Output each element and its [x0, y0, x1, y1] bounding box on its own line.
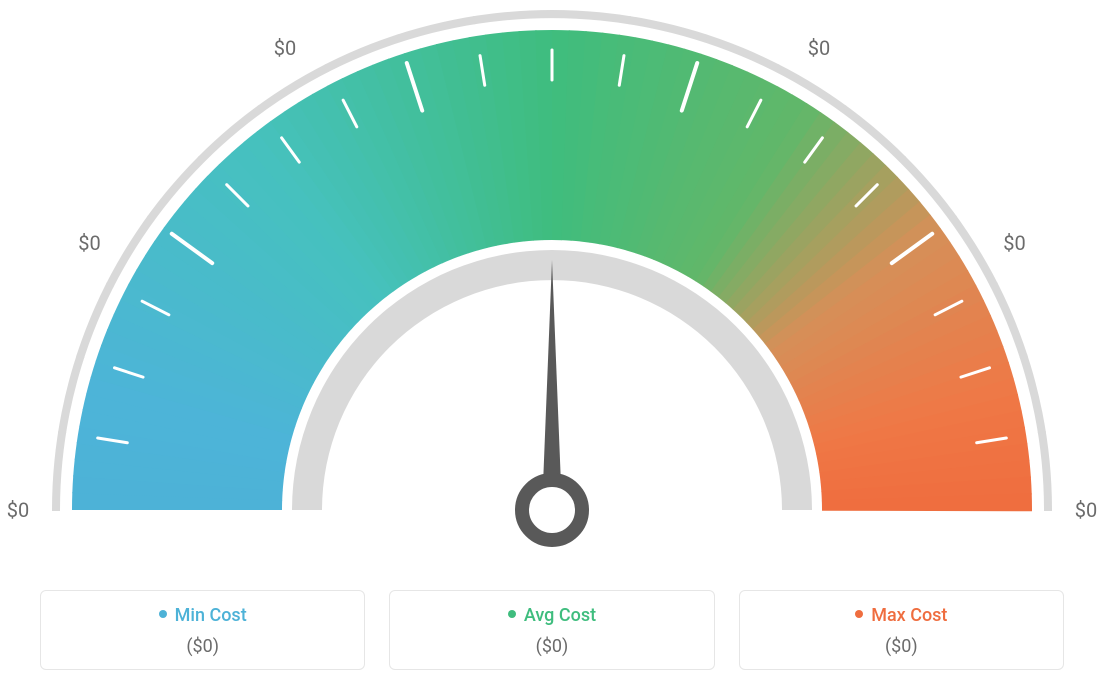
gauge-chart: $0$0$0$0$0$0$0	[0, 0, 1104, 560]
legend-title-max: Max Cost	[752, 605, 1051, 626]
gauge-svg	[0, 0, 1104, 560]
legend-label-max: Max Cost	[871, 605, 947, 626]
legend-value-avg: ($0)	[402, 636, 701, 657]
legend-title-avg: Avg Cost	[402, 605, 701, 626]
legend-card-max: Max Cost ($0)	[739, 590, 1064, 670]
legend-dot-max	[855, 610, 863, 618]
legend-value-max: ($0)	[752, 636, 1051, 657]
legend-label-avg: Avg Cost	[524, 605, 596, 626]
legend-row: Min Cost ($0) Avg Cost ($0) Max Cost ($0…	[40, 590, 1064, 670]
legend-card-min: Min Cost ($0)	[40, 590, 365, 670]
gauge-tick-label: $0	[274, 36, 296, 60]
cost-gauge-container: $0$0$0$0$0$0$0 Min Cost ($0) Avg Cost ($…	[0, 0, 1104, 690]
gauge-tick-label: $0	[808, 36, 830, 60]
legend-value-min: ($0)	[53, 636, 352, 657]
legend-card-avg: Avg Cost ($0)	[389, 590, 714, 670]
legend-label-min: Min Cost	[175, 605, 247, 626]
gauge-tick-label: $0	[1003, 231, 1025, 255]
gauge-tick-label: $0	[7, 498, 29, 522]
legend-title-min: Min Cost	[53, 605, 352, 626]
legend-dot-avg	[508, 610, 516, 618]
legend-dot-min	[159, 610, 167, 618]
gauge-tick-label: $0	[1075, 498, 1097, 522]
gauge-tick-label: $0	[78, 231, 100, 255]
